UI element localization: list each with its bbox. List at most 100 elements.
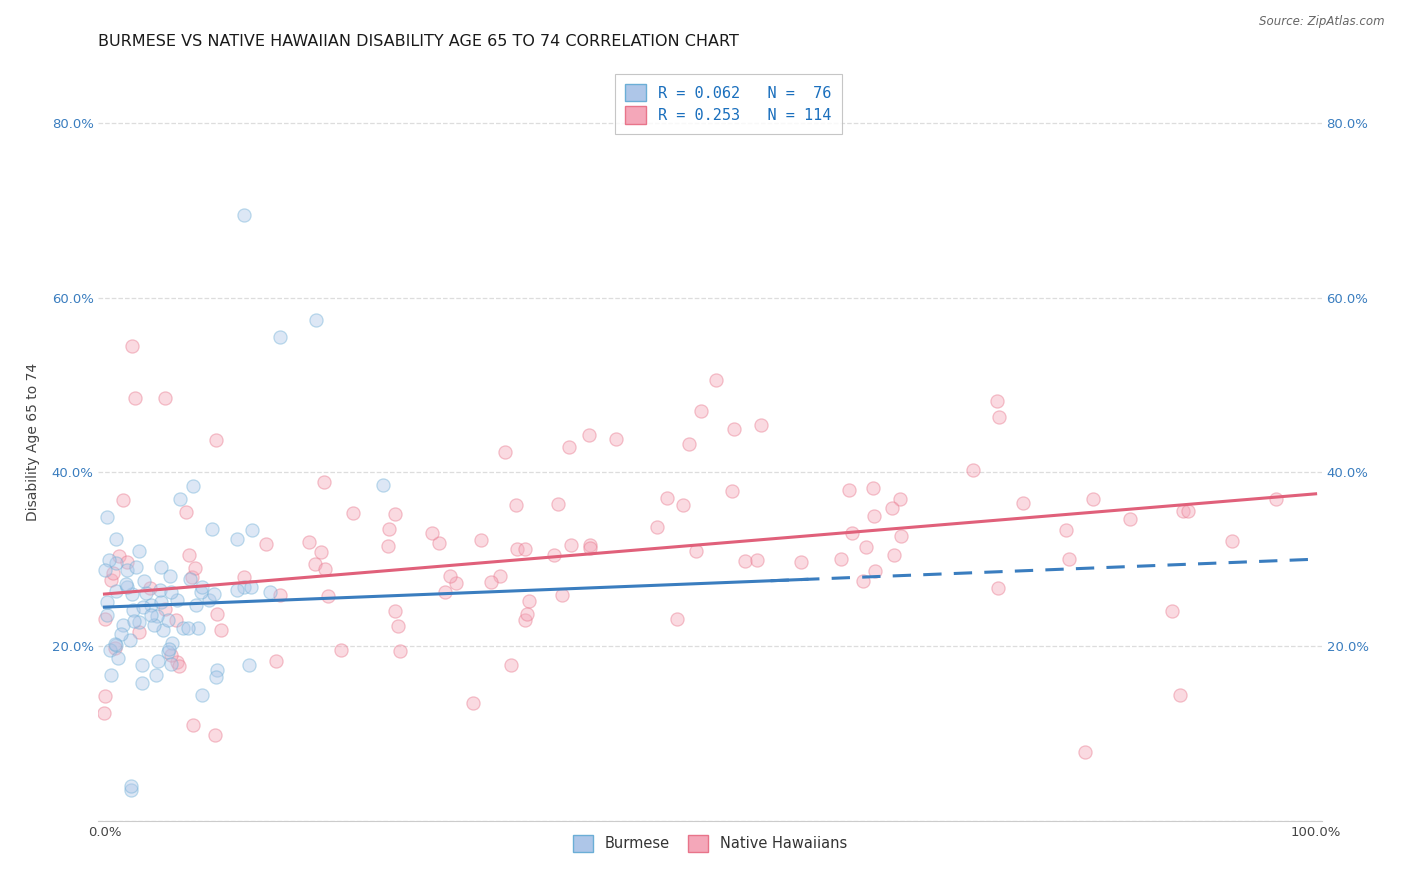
Point — [153, 602, 176, 616]
Point — [1220, 534, 1243, 549]
Point — [838, 483, 860, 497]
Point — [166, 655, 188, 669]
Point — [104, 637, 127, 651]
Point — [179, 572, 201, 586]
Point — [605, 432, 627, 446]
Point — [104, 640, 127, 655]
Point — [201, 522, 224, 536]
Point — [1265, 492, 1288, 507]
Point — [157, 641, 180, 656]
Point — [883, 549, 905, 563]
Point — [1168, 688, 1191, 702]
Point — [429, 535, 451, 549]
Point — [112, 493, 135, 508]
Point — [184, 598, 207, 612]
Point — [1059, 551, 1081, 566]
Point — [516, 607, 538, 621]
Point — [734, 554, 756, 568]
Point — [190, 688, 212, 702]
Point — [111, 618, 134, 632]
Point — [105, 533, 128, 547]
Point — [104, 583, 127, 598]
Point — [160, 636, 183, 650]
Point — [479, 575, 502, 590]
Point — [105, 556, 128, 570]
Point — [560, 538, 582, 552]
Point — [128, 615, 150, 630]
Point — [181, 717, 204, 731]
Point — [156, 613, 179, 627]
Point — [131, 675, 153, 690]
Point — [986, 393, 1008, 408]
Point — [166, 592, 188, 607]
Point — [384, 507, 406, 521]
Point — [377, 539, 399, 553]
Point — [160, 657, 183, 671]
Point — [1054, 523, 1077, 537]
Point — [100, 573, 122, 587]
Point — [96, 607, 118, 622]
Point — [723, 422, 745, 436]
Point — [862, 481, 884, 495]
Point — [117, 580, 139, 594]
Point — [139, 607, 162, 622]
Point — [665, 612, 688, 626]
Point — [94, 689, 117, 703]
Point — [120, 783, 142, 797]
Point — [115, 576, 138, 591]
Point — [470, 533, 492, 548]
Point — [165, 613, 187, 627]
Point — [657, 491, 679, 505]
Point — [316, 589, 339, 603]
Point — [517, 593, 540, 607]
Point — [578, 427, 600, 442]
Point — [378, 523, 401, 537]
Point — [841, 525, 863, 540]
Point — [233, 581, 256, 595]
Point — [232, 569, 254, 583]
Point — [131, 657, 153, 672]
Point — [93, 706, 115, 720]
Legend: Burmese, Native Hawaiians: Burmese, Native Hawaiians — [565, 828, 855, 859]
Point — [371, 478, 394, 492]
Point — [259, 585, 281, 599]
Point — [94, 563, 117, 577]
Point — [98, 553, 121, 567]
Point — [225, 582, 247, 597]
Point — [543, 549, 565, 563]
Point — [1012, 496, 1035, 510]
Point — [962, 463, 984, 477]
Point — [704, 373, 727, 387]
Point — [547, 497, 569, 511]
Point — [461, 696, 484, 710]
Point — [187, 621, 209, 635]
Point — [890, 529, 912, 543]
Point — [232, 208, 254, 222]
Point — [863, 564, 886, 578]
Point — [148, 654, 170, 668]
Point — [107, 549, 129, 563]
Point — [329, 643, 352, 657]
Point — [342, 506, 364, 520]
Point — [389, 644, 412, 658]
Point — [1177, 504, 1199, 518]
Point — [167, 658, 190, 673]
Point — [174, 505, 197, 519]
Point — [181, 478, 204, 492]
Point — [880, 501, 903, 516]
Point — [387, 619, 409, 633]
Point — [240, 524, 263, 538]
Point — [852, 574, 875, 588]
Point — [240, 580, 263, 594]
Point — [747, 553, 769, 567]
Point — [169, 492, 191, 507]
Point — [422, 526, 444, 541]
Point — [1171, 504, 1194, 518]
Point — [149, 560, 172, 574]
Point — [209, 623, 232, 637]
Point — [862, 508, 884, 523]
Point — [115, 563, 138, 577]
Point — [226, 533, 249, 547]
Point — [118, 632, 141, 647]
Point — [145, 668, 167, 682]
